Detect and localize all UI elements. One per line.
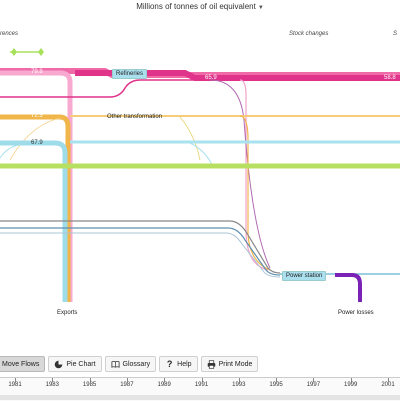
timeline-tick	[52, 378, 54, 382]
timeline-year-1987[interactable]: 1987	[120, 382, 134, 388]
pie-chart-label: Pie Chart	[66, 360, 96, 368]
printer-icon	[207, 359, 215, 369]
help-button[interactable]: ? Help	[159, 356, 198, 372]
unit-label: Millions of tonnes of oil equivalent	[136, 2, 256, 11]
flow-light-blue[interactable]	[0, 140, 68, 302]
timeline-tick	[238, 378, 240, 382]
flow-blue-curve-left[interactable]	[0, 144, 21, 159]
flow-orange-down[interactable]	[239, 115, 271, 271]
flow-pink-refineries[interactable]	[0, 70, 73, 302]
timeline-tick	[350, 378, 352, 382]
timeline-year-2001[interactable]: 2001	[381, 382, 395, 388]
column-label-left: rences	[0, 31, 19, 37]
flow-value-orange-left: 72.3	[31, 113, 43, 119]
timeline-year-1989[interactable]: 1989	[157, 382, 171, 388]
flow-light-steel[interactable]	[0, 232, 281, 278]
move-flows-button[interactable]: Move Flows	[0, 356, 46, 372]
pie-chart-button[interactable]: Pie Chart	[48, 356, 102, 372]
timeline-tick	[201, 378, 203, 382]
column-label-stock-changes: Stock changes	[289, 31, 329, 37]
flow-orange[interactable]	[0, 114, 71, 302]
flow-pink-down[interactable]	[239, 79, 269, 271]
book-icon	[111, 360, 120, 368]
node-exports[interactable]: Exports	[57, 310, 78, 316]
timeline-tick	[164, 378, 166, 382]
green-marker[interactable]	[10, 48, 44, 56]
flow-value-blue-left: 67.9	[31, 140, 43, 146]
timeline-tick	[313, 378, 315, 382]
node-power-losses[interactable]: Power losses	[338, 310, 374, 316]
flow-value-pink-right: 58.8	[384, 75, 396, 81]
help-label: Help	[177, 360, 192, 368]
timeline-tick	[388, 378, 389, 382]
column-label-right: S	[393, 31, 398, 37]
pie-chart-icon	[55, 360, 63, 368]
glossary-label: Glossary	[122, 360, 151, 368]
glossary-button[interactable]: Glossary	[104, 356, 157, 372]
toolbar: Move Flows Pie Chart Glossary ? Help Pri…	[0, 355, 400, 373]
flow-blue-curve-right[interactable]	[189, 142, 213, 166]
timeline-tick	[126, 378, 128, 382]
flow-orange-curve-left[interactable]	[9, 117, 61, 161]
timeline-year-1985[interactable]: 1985	[82, 382, 97, 388]
timeline-year-1995[interactable]: 1995	[269, 382, 283, 388]
timeline-scrollbar[interactable]	[0, 395, 400, 400]
timeline-year-1997[interactable]: 1997	[306, 382, 321, 388]
flow-yellow-curve[interactable]	[179, 116, 201, 161]
print-mode-button[interactable]: Print Mode	[200, 356, 259, 372]
timeline-tick	[276, 378, 278, 382]
question-icon: ?	[166, 358, 173, 369]
timeline-tick	[15, 378, 16, 382]
node-power-station[interactable]: Power station	[282, 271, 327, 281]
print-mode-label: Print Mode	[218, 360, 253, 368]
node-refineries[interactable]: Refineries	[112, 69, 148, 79]
unit-selector[interactable]: Millions of tonnes of oil equivalent ▼	[0, 2, 400, 11]
timeline-year-1991[interactable]: 1991	[194, 382, 209, 388]
timeline-year-1983[interactable]: 1983	[45, 382, 59, 388]
flow-pink-thin[interactable]	[0, 79, 400, 98]
timeline-tick	[89, 378, 91, 382]
caret-down-icon: ▼	[257, 5, 264, 11]
timeline-year-1993[interactable]: 1993	[232, 382, 246, 388]
flow-purple-down[interactable]	[209, 79, 271, 269]
sankey-diagram	[0, 48, 400, 302]
node-other-transformation[interactable]: Other transformation	[107, 114, 163, 120]
move-flows-label: Move Flows	[2, 360, 40, 368]
flow-gray[interactable]	[0, 220, 281, 274]
flow-value-pink-mid: 65.9	[205, 75, 217, 81]
timeline-year-1981[interactable]: 1981	[8, 382, 22, 388]
flow-power-losses[interactable]	[335, 273, 362, 302]
flow-value-pink-left: 79.8	[31, 69, 43, 75]
flow-steel[interactable]	[0, 227, 281, 276]
timeline-year-1999[interactable]: 1999	[344, 382, 358, 388]
